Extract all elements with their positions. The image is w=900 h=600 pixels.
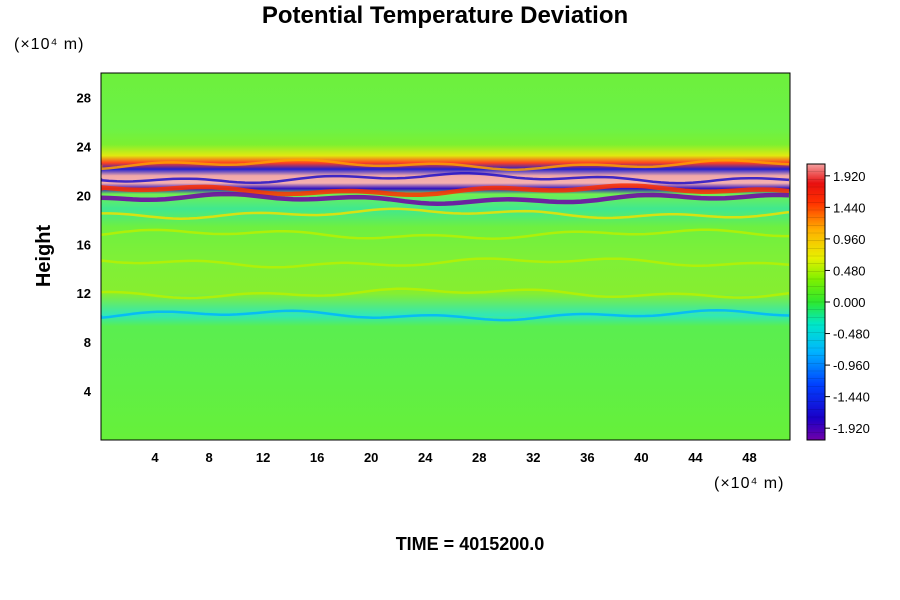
x-tick-label: 8 [205, 450, 212, 465]
heatmap-band [101, 207, 790, 220]
y-tick-label: 8 [84, 335, 91, 350]
x-tick-label: 20 [364, 450, 378, 465]
heatmap-field [101, 73, 790, 440]
y-axis-label: Height [33, 225, 55, 288]
colorbar-tick-label: -0.480 [833, 327, 870, 342]
y-tick-label: 16 [77, 237, 91, 252]
y-tick-label: 12 [77, 286, 91, 301]
x-tick-label: 32 [526, 450, 540, 465]
heatmap-band [101, 191, 790, 206]
y-axis-ticks: 4 8 12 16 20 24 28 [77, 90, 92, 399]
heatmap-band [101, 172, 790, 185]
chart-title: Potential Temperature Deviation [262, 2, 628, 29]
colorbar-tick-label: 0.960 [833, 232, 866, 247]
x-tick-label: 40 [634, 450, 648, 465]
colorbar-tick-label: 1.440 [833, 200, 866, 215]
y-tick-label: 4 [84, 384, 92, 399]
x-tick-label: 36 [580, 450, 594, 465]
heatmap-band [101, 228, 790, 240]
x-tick-label: 48 [742, 450, 756, 465]
y-axis-unit: (×10⁴ m) [14, 36, 84, 53]
colorbar-tick-label: -0.960 [833, 358, 870, 373]
colorbar-tick-label: 0.480 [833, 263, 866, 278]
x-tick-label: 4 [151, 450, 159, 465]
colorbar-tick-label: 0.000 [833, 295, 866, 310]
heatmap-band [101, 158, 790, 171]
heatmap-band [101, 257, 790, 269]
colorbar-ticks: 1.920 1.440 0.960 0.480 0.000 -0.480 -0.960 -1.… [807, 169, 870, 436]
x-tick-label: 24 [418, 450, 433, 465]
heatmap-band [101, 308, 790, 322]
colorbar-tick-label: 1.920 [833, 169, 866, 184]
plot-frame [100, 72, 791, 441]
y-tick-label: 24 [77, 139, 92, 154]
x-tick-label: 16 [310, 450, 324, 465]
colorbar-tick-label: -1.440 [833, 390, 870, 405]
colorbar-tick-label: -1.920 [833, 421, 870, 436]
y-tick-label: 28 [77, 90, 91, 105]
time-annotation: TIME = 4015200.0 [396, 534, 545, 554]
heatmap-band [101, 183, 790, 198]
y-tick-label: 20 [77, 188, 91, 203]
x-axis-unit: (×10⁴ m) [714, 475, 784, 492]
x-tick-label: 44 [688, 450, 703, 465]
x-axis-ticks: 4 8 12 16 20 24 28 32 36 40 44 48 [151, 450, 756, 465]
x-tick-label: 28 [472, 450, 486, 465]
heatmap-features [101, 158, 790, 322]
x-tick-label: 12 [256, 450, 270, 465]
heatmap-band [101, 287, 790, 300]
